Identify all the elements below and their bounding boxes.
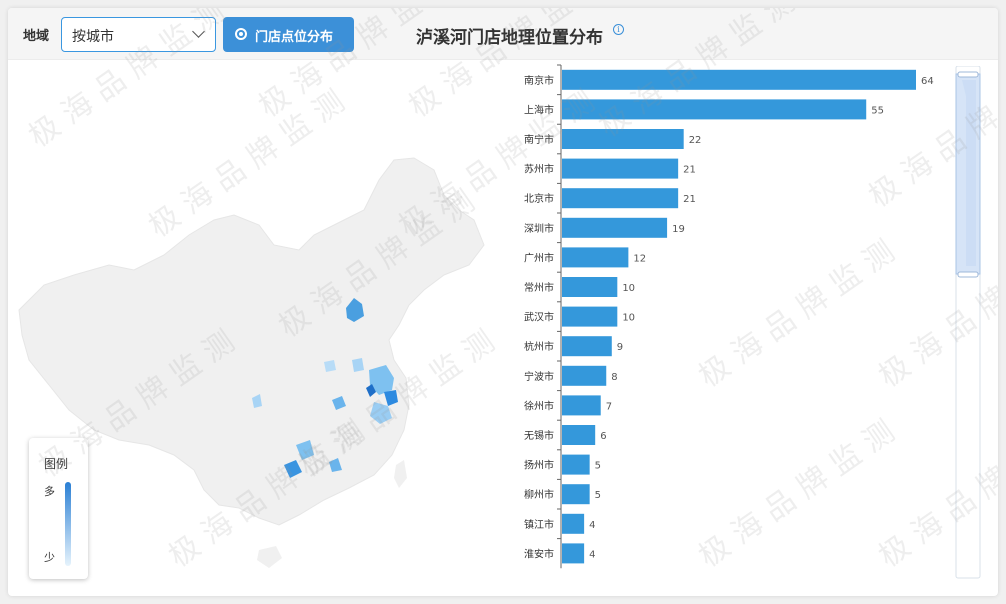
y-tick-label: 武汉市: [524, 311, 554, 324]
bar[interactable]: [562, 217, 668, 238]
map-region-jiangsu[interactable]: [369, 365, 394, 395]
map-region-henan[interactable]: [324, 360, 336, 372]
region-select-value: 按城市: [72, 29, 114, 45]
chart-title: 泸溪河门店地理位置分布: [416, 28, 603, 48]
y-tick-label: 南京市: [524, 74, 554, 87]
bar-value-label: 8: [611, 372, 617, 383]
map-region-shanghai[interactable]: [384, 390, 398, 406]
store-distribution-button[interactable]: 门店点位分布: [223, 17, 354, 52]
bar[interactable]: [562, 454, 590, 475]
y-tick-label: 南宁市: [524, 133, 554, 146]
y-tick-label: 徐州市: [524, 399, 554, 412]
bar-value-label: 5: [595, 461, 601, 472]
bar-value-label: 7: [606, 401, 612, 412]
y-tick-label: 镇江市: [524, 518, 554, 531]
bar[interactable]: [562, 513, 585, 534]
y-tick-label: 淮安市: [524, 547, 554, 560]
y-tick-label: 上海市: [524, 103, 554, 116]
bar-value-label: 12: [633, 253, 646, 264]
bar[interactable]: [562, 129, 684, 149]
bar[interactable]: [562, 188, 679, 209]
y-tick-label: 常州市: [524, 281, 554, 294]
map-region-highlights: [252, 298, 398, 478]
legend-title: 图例: [44, 457, 69, 471]
map-region-zhejiang[interactable]: [370, 402, 392, 424]
hainan-island: [257, 546, 282, 568]
toolbar: 地域 按城市 门店点位分布 泸溪河门店地理位置分布 i: [8, 8, 998, 60]
map-region-anhui[interactable]: [352, 358, 364, 372]
bar[interactable]: [562, 158, 679, 179]
y-tick-label: 宁波市: [524, 370, 554, 383]
bar-value-label: 10: [622, 283, 635, 294]
bar-value-label: 21: [683, 165, 696, 176]
china-map: [18, 157, 485, 568]
y-tick-label: 深圳市: [524, 222, 554, 235]
bar-value-label: 55: [871, 105, 884, 116]
scroller-handle-bottom[interactable]: [957, 271, 979, 278]
bar-value-label: 64: [921, 76, 934, 87]
info-icon[interactable]: i: [613, 24, 624, 35]
map-region-nanjing[interactable]: [366, 384, 376, 397]
y-tick-label: 广州市: [524, 251, 554, 264]
bar-value-label: 4: [589, 520, 595, 531]
bar[interactable]: [562, 425, 596, 445]
bar-value-label: 6: [600, 431, 606, 442]
bar-value-label: 22: [689, 135, 702, 146]
bar-value-label: 21: [683, 194, 696, 205]
map-region-shenzhen[interactable]: [329, 458, 342, 472]
bar-value-label: 5: [595, 490, 601, 501]
chevron-down-icon: [192, 25, 205, 38]
map-region-wuhan[interactable]: [332, 396, 346, 410]
bar-value-label: 4: [589, 549, 595, 560]
bar[interactable]: [562, 336, 612, 357]
bar[interactable]: [562, 99, 867, 120]
map-region-guangzhou[interactable]: [296, 440, 314, 460]
bar-value-label: 9: [617, 342, 623, 353]
bar[interactable]: [562, 306, 618, 327]
bar[interactable]: [562, 365, 607, 386]
legend-less-label: 少: [44, 551, 55, 564]
y-tick-label: 无锡市: [524, 429, 554, 442]
y-tick-label: 柳州市: [524, 488, 554, 501]
y-tick-label: 杭州市: [524, 340, 554, 353]
bar[interactable]: [562, 69, 916, 90]
bar-value-label: 10: [622, 313, 635, 324]
legend-gradient[interactable]: [65, 482, 71, 566]
bar-value-label: 19: [672, 224, 685, 235]
taiwan-island: [394, 460, 407, 488]
map-region-hubei-west[interactable]: [252, 394, 262, 408]
bar[interactable]: [562, 277, 618, 297]
bar[interactable]: [562, 543, 585, 564]
bar[interactable]: [562, 484, 590, 505]
china-map-outline: [18, 157, 485, 526]
bar[interactable]: [562, 247, 629, 268]
map-region-nanning[interactable]: [284, 460, 302, 478]
scroller-preview: [962, 80, 976, 266]
bar[interactable]: [562, 395, 601, 416]
legend-more-label: 多: [44, 485, 55, 498]
region-select[interactable]: 按城市: [61, 17, 216, 52]
scroller-handle-top[interactable]: [957, 71, 979, 78]
store-distribution-button-label: 门店点位分布: [255, 30, 334, 45]
y-tick-label: 苏州市: [524, 163, 554, 176]
y-tick-label: 扬州市: [524, 459, 554, 472]
map-legend: 图例 多 少: [29, 438, 88, 579]
region-label: 地域: [23, 29, 50, 44]
main-card: 地域 按城市 门店点位分布 泸溪河门店地理位置分布 i: [8, 8, 998, 596]
map-region-beijing[interactable]: [346, 298, 364, 322]
target-icon: [235, 28, 247, 40]
y-tick-label: 北京市: [524, 192, 554, 205]
chart-scroller[interactable]: [954, 66, 982, 580]
